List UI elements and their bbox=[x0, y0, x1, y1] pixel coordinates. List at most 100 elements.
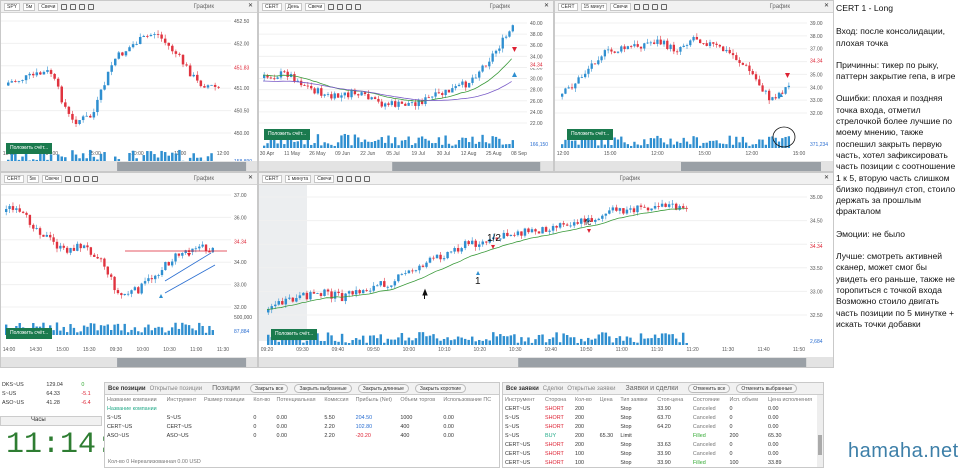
chart-plot[interactable]: 40.00 38.00 36.00 34.00 32.00 30.00 28.00 26.00… bbox=[259, 13, 554, 172]
col-price[interactable]: Цена bbox=[599, 396, 613, 403]
settings-icon[interactable] bbox=[364, 175, 371, 182]
chart-plot[interactable]: 37.0036.0035.0034.0033.0032.0014:0014:30… bbox=[1, 185, 258, 368]
col-commission[interactable]: Комиссия bbox=[324, 396, 349, 403]
chart-cert-5m[interactable]: CERT 5м Свечи График ✕ 37.0036.0035.0034… bbox=[0, 172, 258, 368]
draw-icon[interactable] bbox=[79, 3, 86, 10]
interval-select[interactable]: 5м bbox=[26, 174, 39, 183]
crosshair-icon[interactable] bbox=[633, 3, 640, 10]
col-bp-usage[interactable]: Использование ПС bbox=[443, 396, 492, 403]
chart-plot[interactable]: 452.50452.00451.50451.00450.50450.0013:0… bbox=[1, 13, 258, 172]
col-fill-price[interactable]: Цена исполнения bbox=[768, 396, 813, 403]
crosshair-icon[interactable] bbox=[337, 175, 344, 182]
draw-icon[interactable] bbox=[82, 175, 89, 182]
scrollbar[interactable] bbox=[817, 395, 823, 467]
close-icon[interactable]: ✕ bbox=[823, 3, 830, 9]
chart-cert-1m[interactable]: CERT 1 минута Свечи График ✕ 35.00 34.50 3… bbox=[258, 172, 834, 368]
draw-icon[interactable] bbox=[651, 3, 658, 10]
chart-type-select[interactable]: Свечи bbox=[305, 2, 326, 11]
ticker-field[interactable]: CERT bbox=[262, 174, 282, 183]
cancel-selected-button[interactable]: Отменить выбранные bbox=[736, 384, 798, 393]
close-icon[interactable]: ✕ bbox=[247, 175, 254, 181]
close-icon[interactable]: ✕ bbox=[823, 175, 830, 181]
close-icon[interactable]: ✕ bbox=[247, 3, 254, 9]
col-profit[interactable]: Прибыль (Net) bbox=[355, 396, 392, 403]
table-row[interactable]: CERT~US SHORT 100 Stop 33.90 Canceled 0 0.00 bbox=[503, 449, 823, 458]
crosshair-icon[interactable] bbox=[64, 175, 71, 182]
col-instrument[interactable]: Инструмент bbox=[166, 396, 197, 403]
crosshair-icon[interactable] bbox=[328, 3, 335, 10]
chart-plot[interactable]: 39.0038.0037.0036.0035.0034.0033.0032.00… bbox=[555, 13, 834, 172]
close-short-button[interactable]: Закрыть короткие bbox=[414, 384, 467, 393]
filter-input[interactable]: Название компании bbox=[107, 405, 157, 412]
close-long-button[interactable]: Закрыть длинные bbox=[357, 384, 409, 393]
zoom-icon[interactable] bbox=[73, 175, 80, 182]
col-qty[interactable]: Кол-во bbox=[253, 396, 271, 403]
tab-open-orders[interactable]: Открытые заявки bbox=[567, 385, 616, 392]
col-filled[interactable]: Исп. объем bbox=[729, 396, 758, 403]
col-qty[interactable]: Кол-во bbox=[575, 396, 592, 403]
list-item[interactable]: ASO~US 41.28 -6.4 bbox=[0, 398, 102, 407]
tab-all-orders[interactable]: Все заявки bbox=[506, 385, 539, 392]
table-row[interactable]: S~US SHORT 200 Stop 63.70 Canceled 0 0.00 bbox=[503, 413, 823, 422]
ticker-field[interactable]: CERT bbox=[262, 2, 282, 11]
zoom-icon[interactable] bbox=[346, 175, 353, 182]
close-selected-button[interactable]: Закрыть выбранные bbox=[294, 384, 352, 393]
ticker-field[interactable]: CERT bbox=[558, 2, 578, 11]
list-item[interactable]: DKS~US 129.04 0 bbox=[0, 380, 102, 389]
chart-type-select[interactable]: Свечи bbox=[41, 174, 62, 183]
draw-icon[interactable] bbox=[355, 175, 362, 182]
table-row[interactable]: ASO~US ASO~US 0 0.00 2.20 -20.20 400 0.00 bbox=[105, 431, 499, 440]
crosshair-icon[interactable] bbox=[61, 3, 68, 10]
place-order-button[interactable]: Положить счёт... bbox=[6, 328, 53, 339]
draw-icon[interactable] bbox=[346, 3, 353, 10]
place-order-button[interactable]: Положить счёт... bbox=[567, 129, 614, 140]
col-volume[interactable]: Объем торгов bbox=[400, 396, 436, 403]
zoom-icon[interactable] bbox=[642, 3, 649, 10]
table-row[interactable]: CERT~US SHORT 200 Stop 33.63 Canceled 0 0.00 bbox=[503, 440, 823, 449]
interval-select[interactable]: 15 минут bbox=[580, 2, 608, 11]
table-row[interactable]: CERT~US SHORT 100 Stop 33.90 Filled 100 33.89 bbox=[503, 458, 823, 467]
ticker-field[interactable]: SPY bbox=[4, 2, 21, 11]
volume-bar bbox=[632, 341, 636, 345]
interval-select[interactable]: День bbox=[284, 2, 303, 11]
chart-spy-5m[interactable]: SPY 5м Свечи График ✕ 452.50452.00451.50… bbox=[0, 0, 258, 172]
tab-open-positions[interactable]: Открытые позиции bbox=[149, 385, 203, 392]
table-row[interactable]: CERT~US CERT~US 0 0.00 2.20 102.80 400 0.00 bbox=[105, 422, 499, 431]
zoom-icon[interactable] bbox=[337, 3, 344, 10]
chart-plot[interactable]: 35.0034.5034.0033.5033.0032.5009:2009:30… bbox=[259, 185, 834, 368]
interval-select[interactable]: 1 минута bbox=[284, 174, 312, 183]
table-row[interactable]: S~US BUY 200 65.30 Limit Filled 200 65.30 bbox=[503, 431, 823, 440]
close-all-button[interactable]: Закрыть все bbox=[249, 384, 289, 393]
place-order-button[interactable]: Положить счёт... bbox=[6, 143, 53, 154]
settings-icon[interactable] bbox=[88, 3, 95, 10]
chart-cert-15m[interactable]: CERT 15 минут Свечи График ✕ 39.00 38.00 3… bbox=[554, 0, 834, 172]
chart-cert-day[interactable]: CERT День Свечи График ✕ 40.00 38.00 36.00… bbox=[258, 0, 554, 172]
interval-select[interactable]: 5м bbox=[23, 2, 36, 11]
chart-type-select[interactable]: Свечи bbox=[38, 2, 59, 11]
col-instrument[interactable]: Инструмент bbox=[505, 396, 535, 403]
place-order-button[interactable]: Положить счёт... bbox=[271, 329, 318, 340]
place-order-button[interactable]: Положить счёт... bbox=[264, 129, 311, 140]
table-row[interactable]: S~US SHORT 200 Stop 64.20 Canceled 0 0.00 bbox=[503, 422, 823, 431]
col-company[interactable]: Название компании bbox=[107, 396, 157, 403]
col-size[interactable]: Размер позиции bbox=[204, 396, 245, 403]
settings-icon[interactable] bbox=[355, 3, 362, 10]
col-side[interactable]: Сторона bbox=[545, 396, 567, 403]
list-item[interactable]: S~US 64.33 -5.1 bbox=[0, 389, 102, 398]
ticker-field[interactable]: CERT bbox=[4, 174, 24, 183]
settings-icon[interactable] bbox=[660, 3, 667, 10]
close-icon[interactable]: ✕ bbox=[543, 3, 550, 9]
chart-type-select[interactable]: Свечи bbox=[314, 174, 335, 183]
tab-trades[interactable]: Сделки bbox=[542, 385, 564, 392]
settings-icon[interactable] bbox=[91, 175, 98, 182]
col-order-type[interactable]: Тип заявки bbox=[620, 396, 648, 403]
col-status[interactable]: Состояние bbox=[692, 396, 720, 403]
cancel-all-button[interactable]: Отменить все bbox=[688, 384, 731, 393]
col-stop-price[interactable]: Стоп-цена bbox=[657, 396, 684, 403]
col-potential[interactable]: Потенциальная bbox=[276, 396, 316, 403]
chart-type-select[interactable]: Свечи bbox=[610, 2, 631, 11]
table-row[interactable]: S~US S~US 0 0.00 5.50 204.50 1000 0.00 bbox=[105, 413, 499, 422]
table-row[interactable]: CERT~US SHORT 200 Stop 33.90 Canceled 0 0.00 bbox=[503, 404, 823, 413]
zoom-icon[interactable] bbox=[70, 3, 77, 10]
tab-all-positions[interactable]: Все позиции bbox=[108, 385, 146, 392]
